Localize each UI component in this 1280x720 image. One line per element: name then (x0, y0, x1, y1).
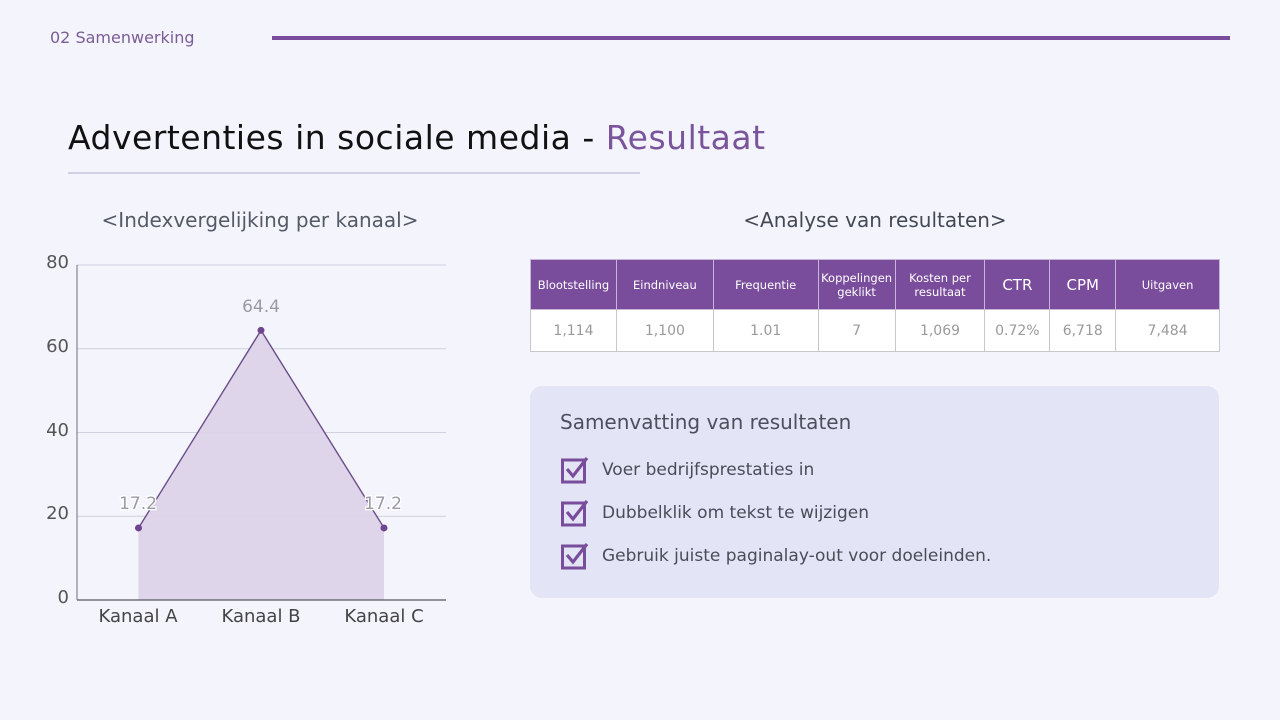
y-tick-labels: 80 60 40 20 0 (46, 252, 69, 608)
cell-blootstelling: 1,114 (530, 309, 617, 352)
cell-cpm: 6,718 (1049, 309, 1117, 352)
cell-ctr: 0.72% (984, 309, 1051, 352)
y-tick-0: 0 (58, 587, 69, 608)
section-label: 02 Samenwerking (50, 28, 195, 47)
title-underline (68, 172, 640, 174)
col-ctr: CTR (984, 259, 1051, 310)
index-area-chart: 17.2 64.4 17.2 80 60 40 20 0 Kanaal A Ka… (30, 245, 460, 635)
top-divider (272, 36, 1230, 40)
x-tick-labels: Kanaal A Kanaal B Kanaal C (98, 606, 423, 627)
cell-uitgaven: 7,484 (1115, 309, 1220, 352)
results-table: Blootstelling Eindniveau Frequentie Kopp… (530, 259, 1220, 352)
summary-item-label: Gebruik juiste paginalay-out voor doelei… (602, 546, 992, 566)
summary-item: Gebruik juiste paginalay-out voor doelei… (560, 541, 991, 571)
title-main: Advertenties in sociale media - (68, 118, 606, 157)
summary-panel: Samenvatting van resultaten Voer bedrijf… (530, 386, 1219, 598)
col-koppelingen-geklikt: Koppelingen geklikt (817, 259, 896, 310)
cell-koppelingen-geklikt: 7 (817, 309, 896, 352)
col-blootstelling: Blootstelling (530, 259, 617, 310)
area-fill (138, 330, 384, 600)
summary-item: Voer bedrijfsprestaties in (560, 455, 814, 485)
cell-kosten-per-resultaat: 1,069 (894, 309, 986, 352)
y-tick-60: 60 (46, 336, 69, 357)
checkbox-checked-icon (561, 543, 589, 570)
chart-heading: <Indexvergelijking per kanaal> (101, 208, 419, 232)
cell-eindniveau: 1,100 (615, 309, 714, 352)
col-kosten-per-resultaat: Kosten per resultaat (894, 259, 986, 310)
col-frequentie: Frequentie (712, 259, 819, 310)
y-tick-40: 40 (46, 420, 69, 441)
page-title: Advertenties in sociale media - Resultaa… (68, 118, 766, 157)
summary-title: Samenvatting van resultaten (560, 410, 852, 434)
col-uitgaven: Uitgaven (1115, 259, 1220, 310)
col-eindniveau: Eindniveau (615, 259, 714, 310)
checkbox-checked-icon (561, 457, 589, 484)
summary-item: Dubbelklik om tekst te wijzigen (560, 498, 869, 528)
data-label-c: 17.2 (364, 494, 402, 514)
cell-frequentie: 1.01 (712, 309, 819, 352)
data-labels: 17.2 64.4 17.2 (118, 297, 403, 515)
analysis-heading: <Analyse van resultaten> (743, 208, 1007, 232)
table-header-row: Blootstelling Eindniveau Frequentie Kopp… (530, 259, 1220, 310)
checkbox-checked-icon (561, 500, 589, 527)
y-tick-80: 80 (46, 252, 69, 273)
x-tick-kanaal-b: Kanaal B (221, 606, 300, 627)
summary-item-label: Dubbelklik om tekst te wijzigen (602, 503, 869, 523)
col-cpm: CPM (1049, 259, 1117, 310)
title-accent: Resultaat (605, 118, 766, 157)
data-points (135, 326, 388, 532)
table-row: 1,114 1,100 1.01 7 1,069 0.72% 6,718 7,4… (530, 309, 1220, 352)
x-tick-kanaal-a: Kanaal A (98, 606, 178, 627)
summary-item-label: Voer bedrijfsprestaties in (602, 460, 815, 480)
x-tick-kanaal-c: Kanaal C (344, 606, 423, 627)
y-tick-20: 20 (46, 503, 69, 524)
data-label-b: 64.4 (242, 297, 280, 317)
data-label-a: 17.2 (119, 494, 157, 514)
